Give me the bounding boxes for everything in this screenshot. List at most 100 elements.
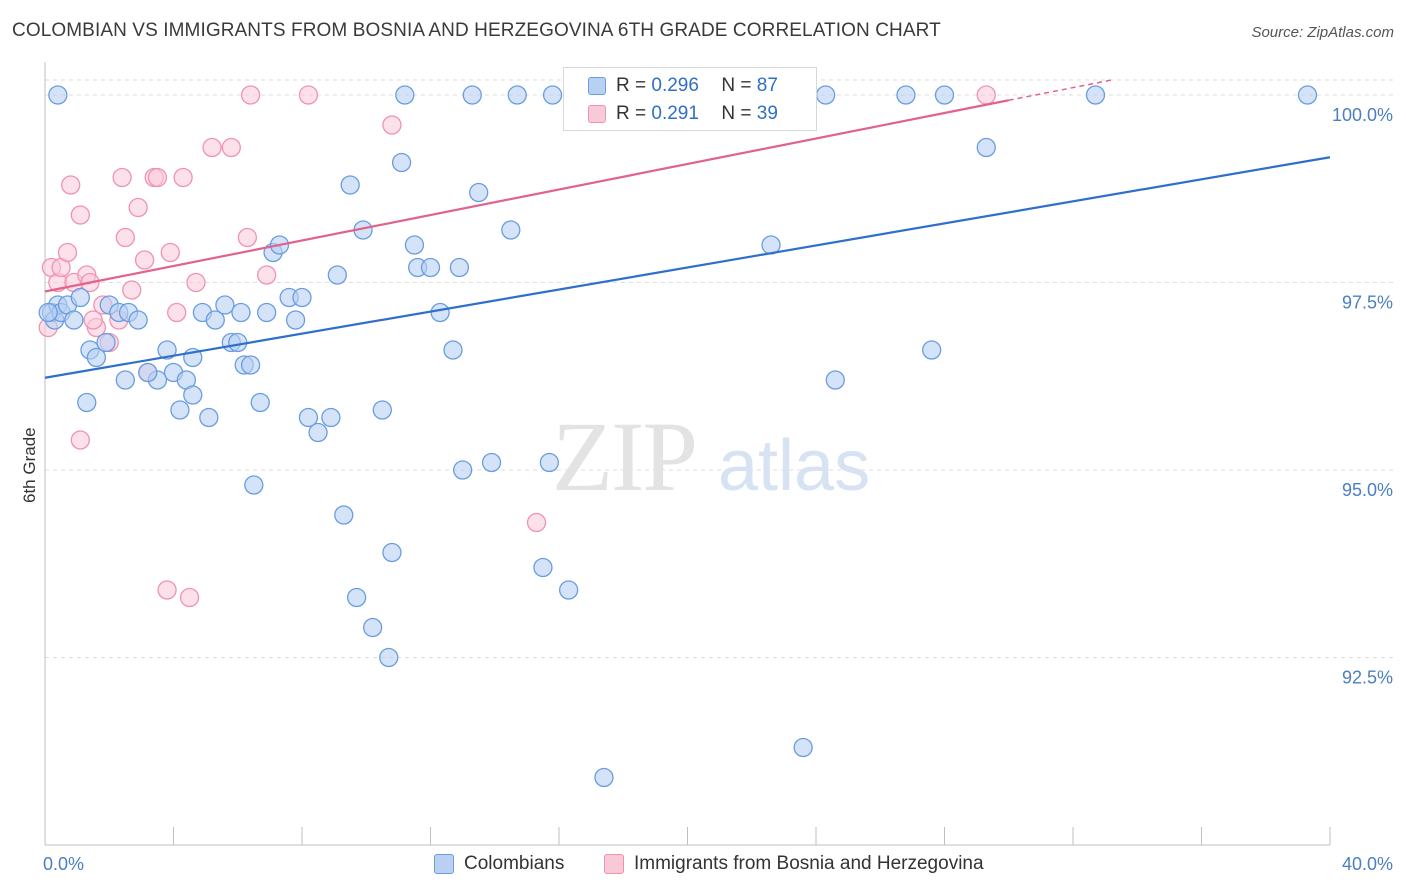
legend-r-label: R = — [616, 75, 647, 96]
bottom-legend-swatch-pink — [604, 854, 624, 874]
legend-r-label: R = — [616, 103, 647, 124]
point-colombians — [372, 400, 392, 420]
point-bosnia — [257, 265, 277, 285]
point-colombians — [86, 347, 107, 368]
point-colombians — [38, 302, 58, 323]
point-colombians — [77, 392, 97, 413]
point-colombians — [346, 587, 367, 608]
point-colombians — [934, 85, 955, 105]
point-colombians — [793, 737, 813, 758]
point-bosnia — [157, 580, 177, 600]
point-colombians — [1297, 85, 1318, 105]
point-colombians — [250, 392, 270, 413]
point-colombians — [205, 310, 225, 330]
point-bosnia — [976, 85, 996, 105]
point-colombians — [420, 257, 441, 278]
point-colombians — [449, 257, 470, 278]
point-colombians — [1085, 85, 1106, 105]
point-colombians — [334, 505, 354, 525]
bottom-legend-bosnia: Immigrants from Bosnia and Herzegovina — [604, 851, 984, 877]
point-colombians — [481, 452, 502, 473]
point-colombians — [539, 452, 560, 473]
point-bosnia — [128, 197, 148, 218]
point-colombians — [340, 175, 360, 195]
legend-r-value-bosnia: 0.291 — [651, 103, 699, 124]
point-colombians — [462, 85, 482, 105]
point-colombians — [170, 400, 190, 420]
point-colombians — [815, 85, 836, 105]
point-bosnia — [70, 430, 90, 450]
chart-title: COLOMBIAN VS IMMIGRANTS FROM BOSNIA AND … — [12, 20, 941, 41]
legend-n-label: N = — [721, 75, 752, 96]
point-colombians — [452, 460, 473, 480]
trend-lines — [44, 79, 1331, 379]
source-label: Source: ZipAtlas.com — [1251, 24, 1394, 41]
legend-n-value-colombians: 87 — [756, 75, 778, 96]
point-bosnia — [382, 115, 402, 135]
point-bosnia — [237, 227, 258, 248]
series-colombians-points — [38, 85, 1318, 788]
point-colombians — [501, 220, 521, 240]
point-colombians — [542, 85, 563, 105]
legend-swatch-pink — [588, 105, 606, 123]
bottom-legend-label-colombians: Colombians — [464, 853, 565, 874]
point-colombians — [391, 152, 412, 173]
watermark-zip: ZIP — [552, 401, 696, 512]
point-colombians — [70, 287, 90, 308]
point-colombians — [558, 580, 579, 600]
point-bosnia — [298, 85, 319, 105]
point-bosnia — [526, 512, 547, 533]
legend-row-bosnia: R = 0.291 N = 39 — [588, 100, 778, 128]
point-colombians — [404, 235, 425, 255]
point-bosnia — [147, 167, 168, 188]
point-bosnia — [112, 167, 132, 188]
point-colombians — [138, 362, 158, 383]
point-colombians — [327, 265, 347, 285]
point-bosnia — [61, 175, 81, 195]
point-colombians — [48, 85, 68, 105]
y-tick-label: 100.0% — [1332, 105, 1393, 125]
trend-line-colombians — [44, 156, 1331, 379]
point-colombians — [922, 340, 942, 360]
correlation-legend: R = 0.296 N = 87 R = 0.291 N = 39 — [563, 67, 817, 131]
point-bosnia — [240, 85, 261, 105]
point-colombians — [244, 475, 264, 495]
point-colombians — [321, 407, 341, 428]
point-colombians — [825, 370, 845, 390]
point-colombians — [379, 647, 399, 668]
point-colombians — [594, 767, 614, 788]
point-colombians — [533, 557, 553, 578]
point-colombians — [285, 310, 306, 330]
point-colombians — [183, 385, 203, 405]
point-colombians — [308, 422, 328, 443]
point-colombians — [199, 407, 219, 428]
legend-row-colombians: R = 0.296 N = 87 — [588, 72, 778, 100]
y-tick-label: 95.0% — [1342, 480, 1393, 500]
point-bosnia — [202, 137, 222, 158]
y-tick-label: 92.5% — [1342, 668, 1393, 688]
bottom-legend-colombians: Colombians — [434, 851, 564, 877]
series-bosnia-points — [38, 85, 996, 608]
point-bosnia — [221, 137, 241, 158]
point-bosnia — [134, 250, 155, 270]
point-bosnia — [160, 242, 180, 263]
legend-n-value-bosnia: 39 — [756, 103, 778, 124]
bottom-legend-swatch-blue — [434, 854, 454, 874]
watermark: ZIP atlas — [552, 401, 870, 512]
point-colombians — [298, 407, 319, 428]
watermark-atlas: atlas — [718, 426, 870, 506]
point-colombians — [443, 340, 463, 360]
tick-labels: 92.5% 95.0% 97.5% 100.0% 0.0% 40.0% — [43, 105, 1393, 874]
x-tick-label-min: 0.0% — [43, 854, 84, 874]
point-colombians — [240, 355, 261, 375]
legend-r-value-colombians: 0.296 — [651, 75, 699, 96]
axes — [44, 62, 1331, 846]
point-bosnia — [179, 587, 200, 608]
point-bosnia — [83, 310, 103, 330]
point-colombians — [430, 302, 450, 323]
point-colombians — [507, 85, 527, 105]
point-bosnia — [115, 227, 135, 248]
y-tick-label: 97.5% — [1342, 293, 1393, 313]
point-bosnia — [167, 302, 187, 323]
